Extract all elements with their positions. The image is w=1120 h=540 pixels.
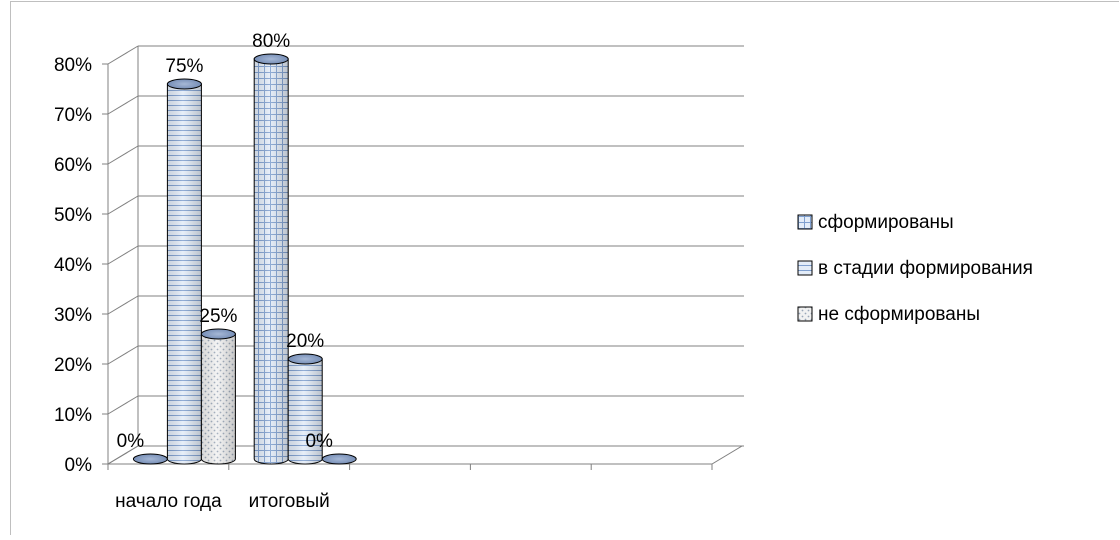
bar-cap <box>287 353 323 365</box>
legend-label: не сформированы <box>818 304 980 325</box>
bar-shading <box>254 59 289 464</box>
gridline-side <box>107 95 139 115</box>
gridline-side <box>107 295 139 315</box>
legend-label: сформированы <box>818 212 954 233</box>
y-tick-label: 70% <box>54 105 92 126</box>
legend-swatch <box>797 260 813 276</box>
y-tick-label: 40% <box>54 255 92 276</box>
bar-cap <box>200 328 236 340</box>
data-label: 25% <box>199 306 237 327</box>
y-tick-label: 10% <box>54 405 92 426</box>
bar-cap <box>321 453 357 465</box>
gridline-side <box>107 395 139 415</box>
y-tick-label: 80% <box>54 55 92 76</box>
data-label: 80% <box>252 31 290 52</box>
bar-cylinder <box>287 353 323 465</box>
y-tick-label: 0% <box>65 455 93 476</box>
gridlines <box>107 45 744 465</box>
bar-shading <box>288 359 323 464</box>
gridline-side <box>107 45 139 65</box>
gridline-side <box>107 195 139 215</box>
gridline-side <box>107 445 139 465</box>
legend-swatch <box>797 214 813 230</box>
bar-shading <box>167 84 202 464</box>
legend-swatch <box>797 306 813 322</box>
legend-item: в стадии формирования <box>797 258 1033 279</box>
data-label: 75% <box>165 56 203 77</box>
y-tick-label: 30% <box>54 305 92 326</box>
y-tick-label: 20% <box>54 355 92 376</box>
bar-cap <box>132 453 168 465</box>
bar-shading <box>201 334 236 464</box>
bar-cylinder <box>253 53 289 465</box>
legend-item: сформированы <box>797 212 954 233</box>
bar-cap <box>166 78 202 90</box>
bars <box>132 53 357 465</box>
gridline-side <box>107 245 139 265</box>
data-label: 20% <box>286 331 324 352</box>
gridline-side <box>107 145 139 165</box>
legend-item: не сформированы <box>797 304 980 325</box>
axes: 0% 10% 20% 30% 40% 50% 60% 70% 80% начало года ито… <box>54 46 713 512</box>
y-tick-label: 50% <box>54 205 92 226</box>
legend-label: в стадии формирования <box>818 258 1033 279</box>
gridline-side <box>107 345 139 365</box>
bar-cylinder <box>200 328 236 465</box>
data-label: 0% <box>305 431 333 452</box>
data-labels: 0% 80% 75% 20% 25% 0% <box>117 31 333 452</box>
y-tick-label: 60% <box>54 155 92 176</box>
legend: сформированы в стадии формирования не сфор… <box>797 212 1033 325</box>
bar-cylinder <box>321 453 357 465</box>
bar-cylinder <box>132 453 168 465</box>
data-label: 0% <box>117 431 145 452</box>
x-category-label: итоговый <box>249 491 330 512</box>
bar-cap <box>253 53 289 65</box>
x-category-label: начало года <box>115 491 222 512</box>
bar-cylinder <box>166 78 202 465</box>
